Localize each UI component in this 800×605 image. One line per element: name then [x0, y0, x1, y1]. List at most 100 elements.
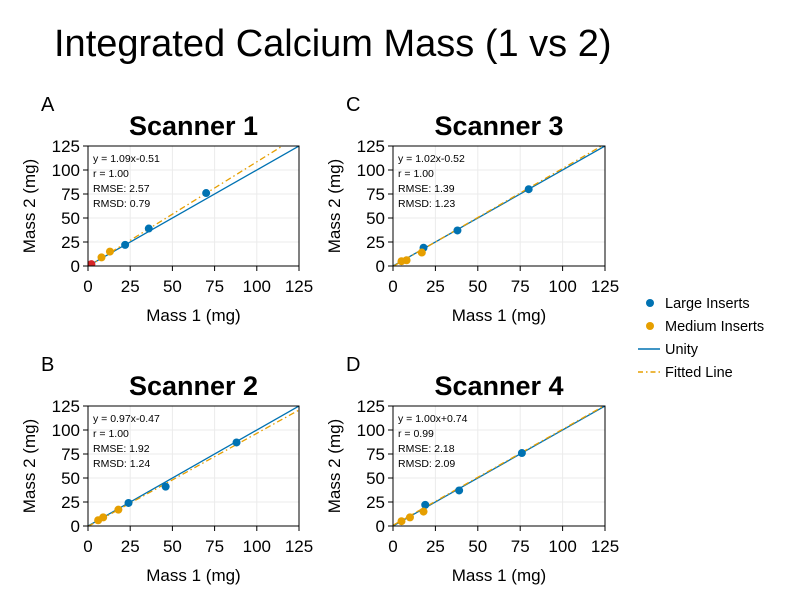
y-tick-label: 100 [52, 421, 80, 440]
stats-annotation-line: y = 1.09x-0.51 [93, 153, 160, 165]
large-insert-point [455, 486, 464, 495]
legend-label: Fitted Line [665, 365, 733, 381]
legend-label: Large Inserts [665, 296, 750, 312]
y-tick-label: 75 [366, 445, 385, 464]
axes-frame [87, 405, 300, 527]
y-tick-label: 0 [376, 257, 385, 276]
x-tick-label: 125 [285, 277, 313, 296]
panel-letter: D [346, 354, 360, 376]
x-tick-label: 25 [426, 277, 445, 296]
panel-letter: C [346, 94, 360, 116]
y-tick-label: 125 [357, 137, 385, 156]
x-axis-label: Mass 1 (mg) [146, 566, 240, 585]
stats-annotation-line: r = 0.99 [398, 428, 434, 440]
y-tick-label: 100 [52, 161, 80, 180]
y-tick-label: 125 [52, 397, 80, 416]
x-tick-label: 25 [121, 537, 140, 556]
y-tick-label: 0 [71, 517, 80, 536]
legend-label: Medium Inserts [665, 319, 764, 335]
large-insert-point [202, 189, 211, 198]
x-tick-label: 25 [121, 277, 140, 296]
y-axis-label: Mass 2 (mg) [20, 159, 39, 253]
legend-marker [646, 322, 654, 330]
large-insert-point [121, 240, 130, 249]
chart-panel-d: D Scanner 4 0 25 50 75 100 125 0 25 50 75 100 125 Mass… [325, 354, 619, 585]
x-tick-label: 50 [468, 277, 487, 296]
figure-title: Integrated Calcium Mass (1 vs 2) [54, 23, 612, 65]
y-tick-label: 0 [71, 257, 80, 276]
stats-annotation-line: y = 1.00x+0.74 [398, 413, 468, 425]
y-tick-label: 50 [61, 469, 80, 488]
stats-annotation-line: r = 1.00 [93, 168, 129, 180]
x-tick-label: 100 [548, 537, 576, 556]
medium-insert-point [419, 507, 428, 516]
plot-area [393, 146, 605, 266]
x-tick-label: 50 [163, 537, 182, 556]
stats-annotation-line: RMSE: 2.18 [398, 443, 455, 455]
panel-title: Scanner 2 [129, 371, 258, 401]
stats-annotation-line: RMSE: 1.92 [93, 443, 150, 455]
x-tick-label: 50 [163, 277, 182, 296]
x-tick-label: 125 [285, 537, 313, 556]
x-tick-label: 0 [83, 537, 92, 556]
plot-area [88, 146, 299, 266]
legend-item: Large Inserts [646, 296, 750, 312]
medium-insert-point [417, 248, 426, 257]
unity-line [88, 406, 299, 526]
medium-insert-point [402, 256, 411, 265]
axes-frame [87, 145, 300, 267]
stats-annotation-line: RMSD: 1.23 [398, 198, 455, 210]
plot-area [393, 406, 605, 526]
stats-annotation-line: RMSD: 0.79 [93, 198, 150, 210]
x-tick-label: 125 [591, 537, 619, 556]
large-insert-point [453, 226, 462, 235]
large-insert-point [161, 482, 170, 491]
panel-title: Scanner 4 [434, 371, 563, 401]
axes-frame [392, 145, 606, 267]
y-tick-label: 25 [61, 493, 80, 512]
stats-annotation-line: y = 0.97x-0.47 [93, 413, 160, 425]
stats-annotation-line: y = 1.02x-0.52 [398, 153, 465, 165]
x-tick-label: 75 [205, 537, 224, 556]
x-tick-label: 100 [548, 277, 576, 296]
y-tick-label: 75 [61, 185, 80, 204]
x-axis-label: Mass 1 (mg) [452, 306, 546, 325]
x-tick-label: 25 [426, 537, 445, 556]
panel-title: Scanner 3 [434, 111, 563, 141]
large-insert-point [144, 224, 153, 233]
x-tick-label: 0 [83, 277, 92, 296]
stats-annotation-line: r = 1.00 [398, 168, 434, 180]
y-tick-label: 100 [357, 161, 385, 180]
stats-annotation-line: r = 1.00 [93, 428, 129, 440]
x-tick-label: 0 [388, 537, 397, 556]
x-axis-label: Mass 1 (mg) [146, 306, 240, 325]
stats-annotation-line: RMSD: 2.09 [398, 458, 455, 470]
y-tick-label: 75 [366, 185, 385, 204]
y-tick-label: 125 [52, 137, 80, 156]
fitted-line [393, 146, 604, 266]
medium-insert-point [105, 247, 114, 256]
y-tick-label: 0 [376, 517, 385, 536]
x-axis-label: Mass 1 (mg) [452, 566, 546, 585]
small-insert-point [88, 260, 96, 266]
legend-marker [646, 299, 654, 307]
chart-panel-a: A Scanner 1 0 25 50 75 100 125 0 25 50 75 100 125 Mass… [20, 94, 313, 325]
y-axis-label: Mass 2 (mg) [325, 159, 344, 253]
y-tick-label: 50 [366, 209, 385, 228]
legend-item: Unity [638, 342, 699, 358]
medium-insert-point [114, 505, 123, 514]
y-tick-label: 75 [61, 445, 80, 464]
x-tick-label: 100 [243, 537, 271, 556]
large-insert-point [232, 438, 241, 447]
y-tick-label: 50 [366, 469, 385, 488]
medium-insert-point [405, 513, 414, 522]
y-tick-label: 100 [357, 421, 385, 440]
legend-item: Medium Inserts [646, 319, 764, 335]
legend-item: Fitted Line [638, 365, 733, 381]
axes-frame [392, 405, 606, 527]
panels: A Scanner 1 0 25 50 75 100 125 0 25 50 75 100 125 Mass… [20, 94, 619, 585]
x-tick-label: 100 [243, 277, 271, 296]
y-tick-label: 25 [366, 493, 385, 512]
x-tick-label: 0 [388, 277, 397, 296]
